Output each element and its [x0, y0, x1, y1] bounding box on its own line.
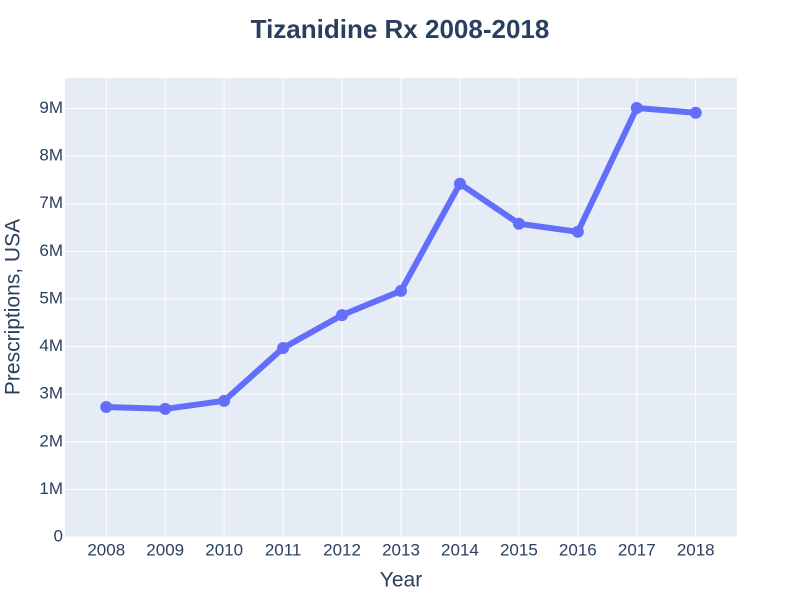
y-tick-label: 0	[54, 526, 63, 545]
y-tick-label: 1M	[39, 479, 63, 498]
marker	[218, 394, 231, 407]
y-tick-label: 9M	[39, 98, 63, 117]
y-tick-label: 5M	[39, 288, 63, 307]
x-tick-label: 2016	[559, 540, 597, 559]
x-tick-label: 2012	[323, 540, 361, 559]
marker	[336, 309, 349, 322]
marker	[512, 217, 525, 230]
marker	[395, 284, 407, 297]
y-tick-label: 6M	[39, 241, 63, 260]
marker	[689, 106, 702, 119]
x-tick-label: 2015	[500, 540, 538, 559]
y-tick-label: 7M	[39, 193, 63, 212]
x-tick-label: 2017	[618, 540, 656, 559]
marker	[571, 225, 584, 238]
x-tick-label: 2013	[382, 540, 420, 559]
chart-title: Tizanidine Rx 2008-2018	[251, 14, 550, 44]
x-tick-label: 2018	[677, 540, 715, 559]
marker	[630, 101, 643, 114]
x-tick-label: 2010	[205, 540, 243, 559]
x-tick-label: 2009	[146, 540, 184, 559]
x-axis-label: Year	[380, 569, 422, 592]
y-tick-label: 3M	[39, 384, 63, 403]
x-tick-label: 2008	[87, 540, 125, 559]
marker	[100, 401, 113, 414]
y-axis-label: Prescriptions, USA	[2, 219, 25, 395]
y-tick-label: 2M	[39, 431, 63, 450]
marker	[159, 402, 172, 415]
y-tick-label: 8M	[39, 146, 63, 165]
x-tick-label: 2014	[441, 540, 479, 559]
marker	[277, 341, 290, 354]
y-tick-label: 4M	[39, 336, 63, 355]
marker	[453, 177, 466, 190]
x-tick-label: 2011	[265, 540, 302, 559]
